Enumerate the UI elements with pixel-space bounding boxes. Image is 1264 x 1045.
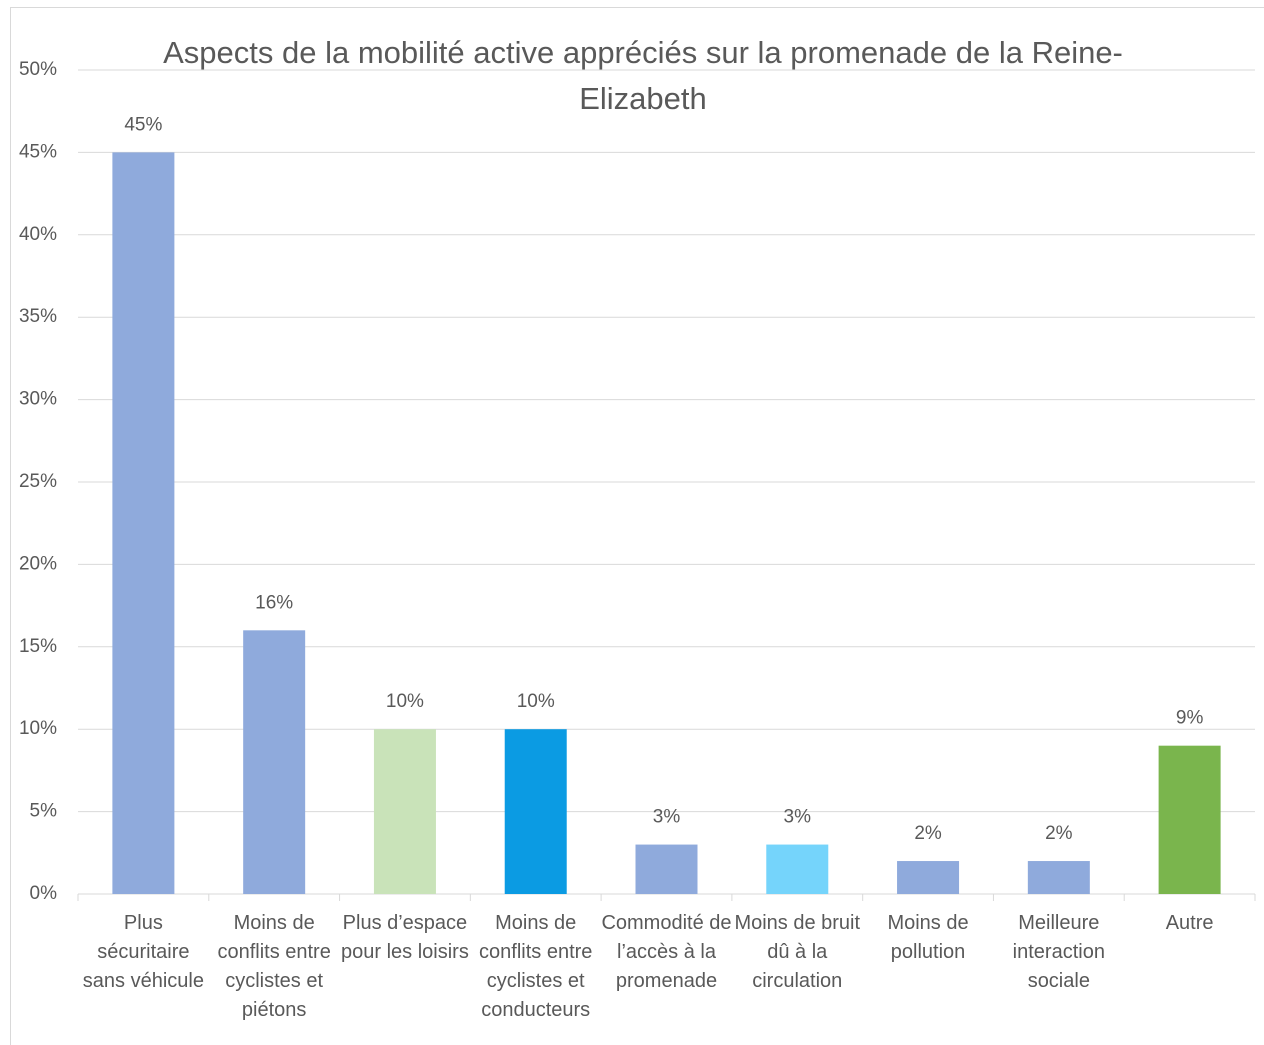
bar bbox=[1158, 745, 1221, 894]
x-tick-label: Commodité de l’accès à la promenade bbox=[601, 912, 732, 992]
chart-border bbox=[10, 7, 1264, 1045]
x-tick-label: Plus sécuritaire sans véhicule bbox=[82, 912, 204, 992]
x-tick-label: Meilleure interaction sociale bbox=[1012, 912, 1105, 992]
x-tick-label: Autre bbox=[1165, 912, 1214, 934]
value-label: 2% bbox=[914, 823, 942, 844]
value-label: 10% bbox=[386, 691, 424, 712]
value-label: 10% bbox=[517, 691, 555, 712]
value-label: 45% bbox=[124, 114, 162, 135]
bar bbox=[373, 729, 436, 894]
x-tick-label: Plus d’espace pour les loisirs bbox=[341, 912, 469, 963]
x-tick-label: Moins de conflits entre cyclistes et con… bbox=[479, 912, 593, 1021]
x-tick-label: Moins de pollution bbox=[887, 912, 969, 963]
value-label: 9% bbox=[1176, 708, 1204, 729]
bar bbox=[1027, 861, 1090, 894]
y-tick-label: 40% bbox=[19, 224, 57, 245]
y-tick-label: 0% bbox=[30, 883, 58, 904]
value-label: 3% bbox=[653, 807, 681, 828]
y-tick-label: 20% bbox=[19, 553, 57, 574]
bar bbox=[766, 844, 829, 894]
x-tick-label: Moins de conflits entre cyclistes et pié… bbox=[217, 912, 331, 1021]
y-tick-label: 15% bbox=[19, 636, 57, 657]
value-label: 3% bbox=[784, 807, 812, 828]
chart-title: Aspects de la mobilité active appréciés … bbox=[163, 35, 1123, 116]
y-tick-label: 35% bbox=[19, 306, 57, 327]
bar bbox=[112, 152, 175, 894]
x-tick-label: Moins de bruit dû à la circulation bbox=[734, 912, 861, 992]
y-tick-label: 25% bbox=[19, 471, 57, 492]
bar bbox=[504, 729, 567, 894]
bar bbox=[897, 861, 960, 894]
value-label: 2% bbox=[1045, 823, 1073, 844]
y-tick-label: 45% bbox=[19, 141, 57, 162]
bar bbox=[243, 630, 306, 894]
y-tick-label: 30% bbox=[19, 389, 57, 410]
value-label: 16% bbox=[255, 592, 293, 613]
y-tick-label: 5% bbox=[30, 801, 58, 822]
y-tick-label: 10% bbox=[19, 718, 57, 739]
y-tick-label: 50% bbox=[19, 59, 57, 80]
bar bbox=[635, 844, 698, 894]
